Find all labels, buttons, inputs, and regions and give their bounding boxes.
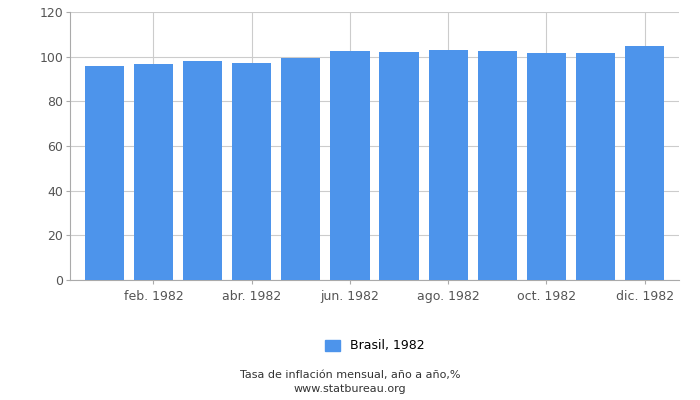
Bar	[183, 61, 223, 280]
Bar	[330, 51, 370, 280]
Bar	[576, 53, 615, 280]
Bar	[428, 50, 468, 280]
Bar	[625, 46, 664, 280]
Bar	[379, 52, 419, 280]
Legend: Brasil, 1982: Brasil, 1982	[320, 334, 429, 358]
Text: Tasa de inflación mensual, año a año,%
www.statbureau.org: Tasa de inflación mensual, año a año,% w…	[239, 370, 461, 394]
Bar	[281, 58, 321, 280]
Bar	[526, 53, 566, 280]
Bar	[477, 51, 517, 280]
Bar	[85, 66, 124, 280]
Bar	[232, 63, 272, 280]
Bar	[134, 64, 173, 280]
